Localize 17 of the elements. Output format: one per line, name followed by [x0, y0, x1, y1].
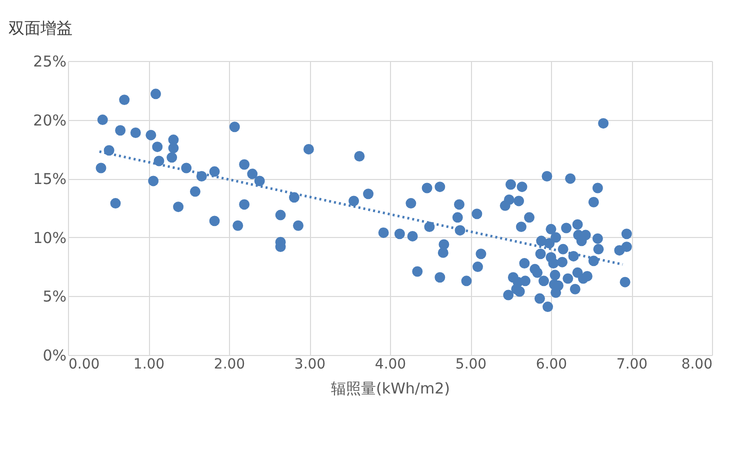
x-tick-label: 4.00	[374, 356, 406, 372]
y-tick-label: 15%	[33, 170, 66, 188]
x-tick-label: 3.00	[294, 356, 326, 372]
y-tick-label: 10%	[33, 228, 66, 247]
x-tick-label: 2.00	[214, 356, 246, 372]
x-tick-label: 5.00	[455, 356, 487, 372]
x-tick-label: 8.00	[681, 356, 712, 372]
y-tick-label: 20%	[33, 111, 66, 130]
y-tick-label: 25%	[33, 52, 66, 70]
y-axis-title: 双面增益	[8, 18, 72, 38]
x-tick-label: 6.00	[536, 356, 568, 372]
x-axis-title: 辐照量(kWh/m2)	[331, 380, 450, 398]
y-tick-label: 0%	[42, 346, 66, 364]
x-tick-label: 1.00	[133, 356, 165, 372]
y-tick-label: 5%	[42, 288, 66, 306]
x-tick-label: 7.00	[616, 356, 648, 372]
x-tick-label: 0.00	[68, 356, 100, 372]
